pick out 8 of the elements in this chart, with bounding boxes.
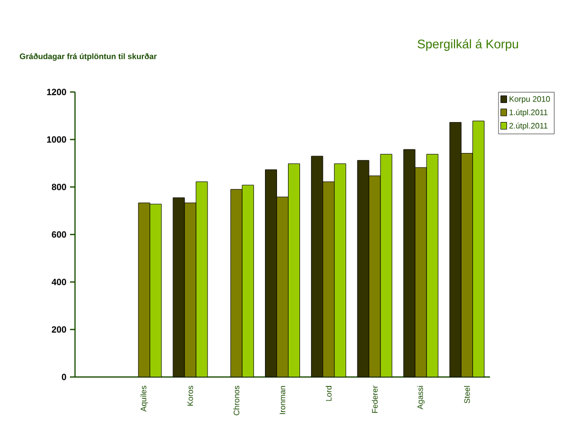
y-tick-label: 1200 xyxy=(47,88,66,96)
chart-title: Spergilkál á Korpu xyxy=(418,39,518,51)
y-tick-label: 0 xyxy=(62,374,66,380)
y-tick-label: 1000 xyxy=(47,136,66,143)
y-tick-label: 400 xyxy=(52,278,66,286)
y-tick-label: 600 xyxy=(52,231,66,238)
y-tick-label: 800 xyxy=(52,184,66,190)
y-tick-label: 200 xyxy=(52,326,66,333)
